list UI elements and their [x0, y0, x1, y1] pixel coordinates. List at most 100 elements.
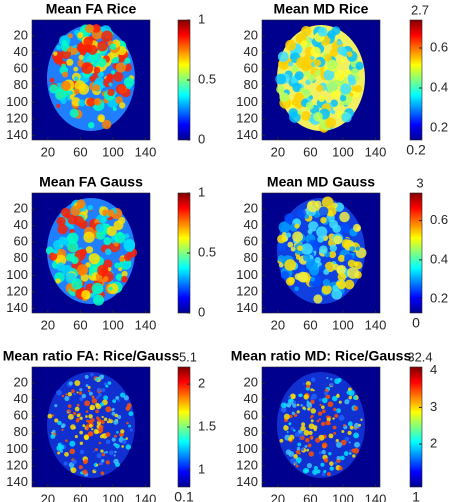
brain-texture: [283, 413, 290, 420]
brain-texture: [313, 59, 322, 67]
y-tick-label: 60: [14, 408, 28, 423]
brain-texture: [64, 451, 69, 457]
brain-texture: [297, 271, 309, 283]
brain-texture: [320, 421, 326, 427]
brain-texture: [124, 233, 130, 239]
brain-texture: [355, 246, 360, 251]
brain-texture: [319, 245, 328, 254]
y-tick-label: 60: [244, 408, 258, 423]
brain-texture: [338, 414, 345, 421]
brain-texture: [286, 430, 289, 434]
brain-texture: [125, 444, 132, 450]
brain-texture: [303, 394, 309, 400]
brain-texture: [107, 381, 112, 385]
brain-texture: [316, 419, 320, 423]
colorbar-tick-label: 0.4: [430, 251, 448, 266]
brain-texture: [345, 69, 352, 75]
y-tick-label: 140: [236, 474, 258, 489]
brain-texture: [350, 68, 359, 77]
brain-texture: [321, 472, 326, 477]
brain-texture: [109, 43, 117, 50]
brain-texture: [279, 438, 284, 443]
brain-texture: [296, 56, 308, 69]
brain-texture: [125, 406, 131, 411]
brain-texture: [56, 103, 61, 109]
brain-texture: [76, 403, 80, 407]
brain-texture: [327, 30, 336, 39]
brain-texture: [65, 393, 68, 396]
brain-texture: [338, 400, 342, 404]
brain-texture: [91, 23, 101, 33]
brain-texture: [313, 294, 323, 304]
y-tick-label: 120: [236, 283, 258, 298]
y-tick-label: 40: [244, 44, 258, 59]
x-tick-label: 60: [73, 491, 87, 502]
brain-texture: [108, 286, 113, 291]
brain-texture: [79, 204, 84, 209]
brain-texture: [88, 391, 93, 396]
brain-texture: [99, 71, 104, 77]
brain-texture: [344, 436, 350, 442]
brain-texture: [105, 460, 110, 465]
brain-texture: [325, 420, 331, 426]
x-tick-label: 100: [102, 317, 124, 332]
brain-texture: [98, 441, 102, 445]
brain-texture: [113, 241, 119, 247]
brain-texture: [74, 380, 81, 387]
brain-texture: [312, 389, 315, 392]
brain-texture: [354, 261, 363, 270]
brain-texture: [331, 395, 338, 402]
brain-texture: [97, 264, 109, 277]
x-tick-label: 60: [73, 317, 87, 332]
brain-texture: [113, 71, 124, 82]
brain-texture: [55, 278, 61, 284]
brain-texture: [301, 243, 313, 255]
brain-texture: [56, 45, 62, 51]
brain-texture: [340, 455, 345, 461]
brain-texture: [100, 419, 105, 424]
brain-texture: [310, 408, 317, 414]
brain-texture: [316, 226, 328, 238]
x-tick-label: 140: [135, 144, 157, 159]
brain-texture: [280, 270, 290, 280]
brain-texture: [90, 421, 93, 424]
brain-texture: [310, 399, 315, 404]
y-tick-label: 100: [236, 94, 258, 109]
brain-texture: [321, 196, 334, 209]
brain-texture: [98, 427, 104, 433]
brain-texture: [50, 433, 56, 439]
brain-texture: [329, 244, 338, 252]
brain-texture: [329, 382, 334, 387]
brain-texture: [332, 224, 341, 233]
brain-texture: [54, 404, 58, 408]
brain-texture: [320, 216, 327, 224]
brain-texture: [343, 423, 346, 427]
brain-texture: [300, 40, 308, 48]
brain-texture: [87, 44, 98, 55]
y-tick-label: 120: [6, 110, 28, 125]
brain-texture: [101, 453, 106, 457]
y-tick-label: 120: [236, 110, 258, 125]
brain-texture: [88, 423, 93, 428]
y-tick-label: 80: [244, 250, 258, 265]
brain-texture: [116, 430, 119, 434]
brain-texture: [277, 241, 287, 251]
y-tick-label: 40: [244, 391, 258, 406]
brain-texture: [96, 463, 99, 467]
brain-texture: [121, 445, 124, 448]
brain-texture: [97, 57, 107, 68]
brain-texture: [353, 432, 360, 439]
brain-texture: [67, 33, 73, 39]
colorbar-tick-label: 1: [198, 461, 205, 476]
colorbar-tick-label: 0.6: [430, 39, 448, 54]
brain-texture: [348, 452, 352, 455]
brain-texture: [313, 465, 319, 471]
brain-texture: [303, 429, 310, 436]
brain-texture: [79, 441, 84, 445]
brain-texture: [83, 434, 89, 440]
brain-texture: [309, 416, 313, 419]
brain-texture: [290, 457, 297, 464]
brain-texture: [323, 69, 335, 81]
x-tick-label: 60: [303, 491, 317, 502]
brain-texture: [288, 437, 293, 442]
